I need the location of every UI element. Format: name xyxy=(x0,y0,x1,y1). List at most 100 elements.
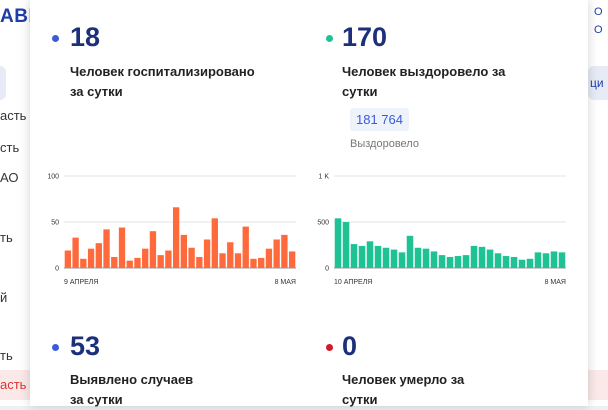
recovered-value: 170 xyxy=(342,22,388,52)
bar xyxy=(142,248,149,268)
bar xyxy=(454,256,462,268)
cases-block: 53 Выявлено случаев за сутки xyxy=(30,320,300,407)
background-list-item[interactable]: й xyxy=(0,290,8,305)
background-tab[interactable] xyxy=(0,66,6,100)
bar xyxy=(358,245,366,268)
y-tick-label: 500 xyxy=(317,220,329,227)
background-right-tab-label: ци xyxy=(590,76,604,90)
bar xyxy=(342,222,350,268)
bar xyxy=(250,258,257,268)
background-right-panel: О О ци xyxy=(588,0,608,406)
bar xyxy=(398,252,406,268)
x-start-label: 10 АПРЕЛЯ xyxy=(334,279,372,286)
background-list-item-active[interactable]: асть xyxy=(0,377,27,392)
hospitalized-value: 18 xyxy=(70,22,101,52)
bar xyxy=(470,245,478,268)
bar xyxy=(486,249,494,268)
hospitalized-label: Человек госпитализировано за сутки xyxy=(70,64,255,99)
cases-label: Выявлено случаев за сутки xyxy=(70,372,194,407)
stats-card: 18 Человек госпитализировано за сутки 10… xyxy=(30,0,588,407)
bar xyxy=(258,257,265,268)
bar xyxy=(550,251,558,268)
cases-dot xyxy=(52,344,59,351)
background-list-item[interactable]: сть xyxy=(0,140,20,155)
bar xyxy=(118,227,126,268)
bar xyxy=(430,251,438,268)
hospitalized-chart: 100 50 0 9 АПРЕЛЯ 8 МАЯ xyxy=(47,174,296,286)
hospitalized-dot xyxy=(52,35,59,42)
background-right-letter: О xyxy=(594,24,603,36)
bar xyxy=(219,253,226,268)
bar xyxy=(350,244,358,268)
bar xyxy=(80,258,87,268)
bar xyxy=(157,255,164,268)
bar xyxy=(211,218,218,268)
background-list-item[interactable]: асть xyxy=(0,108,27,123)
bar xyxy=(558,252,566,268)
bar xyxy=(422,248,430,268)
x-end-label: 8 МАЯ xyxy=(545,279,566,286)
bar xyxy=(478,246,486,268)
bar xyxy=(438,255,446,268)
background-right-highlight xyxy=(588,370,608,400)
hospitalized-block: 18 Человек госпитализировано за сутки 10… xyxy=(30,0,300,310)
y-tick-label: 1 K xyxy=(318,174,329,181)
bar xyxy=(126,260,133,268)
background-list-item[interactable]: АО xyxy=(0,170,19,185)
bar xyxy=(334,218,342,268)
bar xyxy=(111,256,118,268)
bar xyxy=(72,237,79,268)
bar xyxy=(510,256,518,268)
deaths-dot xyxy=(326,344,333,351)
bar xyxy=(382,247,390,268)
bar xyxy=(406,235,414,268)
recovered-chart: 1 K 500 0 10 АПРЕЛЯ 8 МАЯ xyxy=(317,174,566,286)
bar xyxy=(374,245,382,268)
bar xyxy=(103,229,110,268)
deaths-label: Человек умерло за сутки xyxy=(342,372,465,407)
bar xyxy=(446,256,454,268)
bar xyxy=(227,242,234,268)
bar xyxy=(542,253,550,268)
bar xyxy=(172,207,180,268)
x-end-label: 8 МАЯ xyxy=(275,279,296,286)
y-tick-label: 50 xyxy=(51,220,59,227)
background-right-letter: О xyxy=(594,6,603,18)
cases-value: 53 xyxy=(70,331,101,361)
bar xyxy=(462,255,470,268)
bar xyxy=(196,256,203,268)
bar xyxy=(234,253,242,268)
bar xyxy=(273,239,280,268)
recovered-dot xyxy=(326,35,333,42)
background-list-item[interactable]: ть xyxy=(0,348,13,363)
deaths-block: 0 Человек умерло за сутки xyxy=(300,320,588,407)
bar xyxy=(95,243,102,268)
bar xyxy=(149,231,157,268)
bar xyxy=(188,247,195,268)
background-list-item[interactable]: ть xyxy=(0,230,13,245)
bar xyxy=(87,248,95,268)
bar xyxy=(502,256,510,268)
y-tick-label: 0 xyxy=(325,266,329,273)
bar xyxy=(534,252,542,268)
background-right-tab[interactable] xyxy=(588,66,608,100)
bar xyxy=(390,249,398,268)
bar xyxy=(281,234,288,268)
bar xyxy=(180,234,188,268)
recovered-total-badge: 181 764 xyxy=(350,108,409,131)
bar xyxy=(242,226,249,268)
bar xyxy=(165,250,172,268)
bar xyxy=(518,259,526,268)
bar xyxy=(265,248,273,268)
y-tick-label: 100 xyxy=(47,174,59,181)
bar xyxy=(414,247,422,268)
bar xyxy=(288,251,296,268)
bar xyxy=(366,241,374,268)
recovered-total-caption: Выздоровело xyxy=(350,138,419,150)
bar xyxy=(494,253,502,268)
bar xyxy=(203,239,211,268)
bar xyxy=(134,257,141,268)
bar xyxy=(64,250,72,268)
y-tick-label: 0 xyxy=(55,266,59,273)
recovered-block: 170 Человек выздоровело за сутки xyxy=(300,0,588,310)
